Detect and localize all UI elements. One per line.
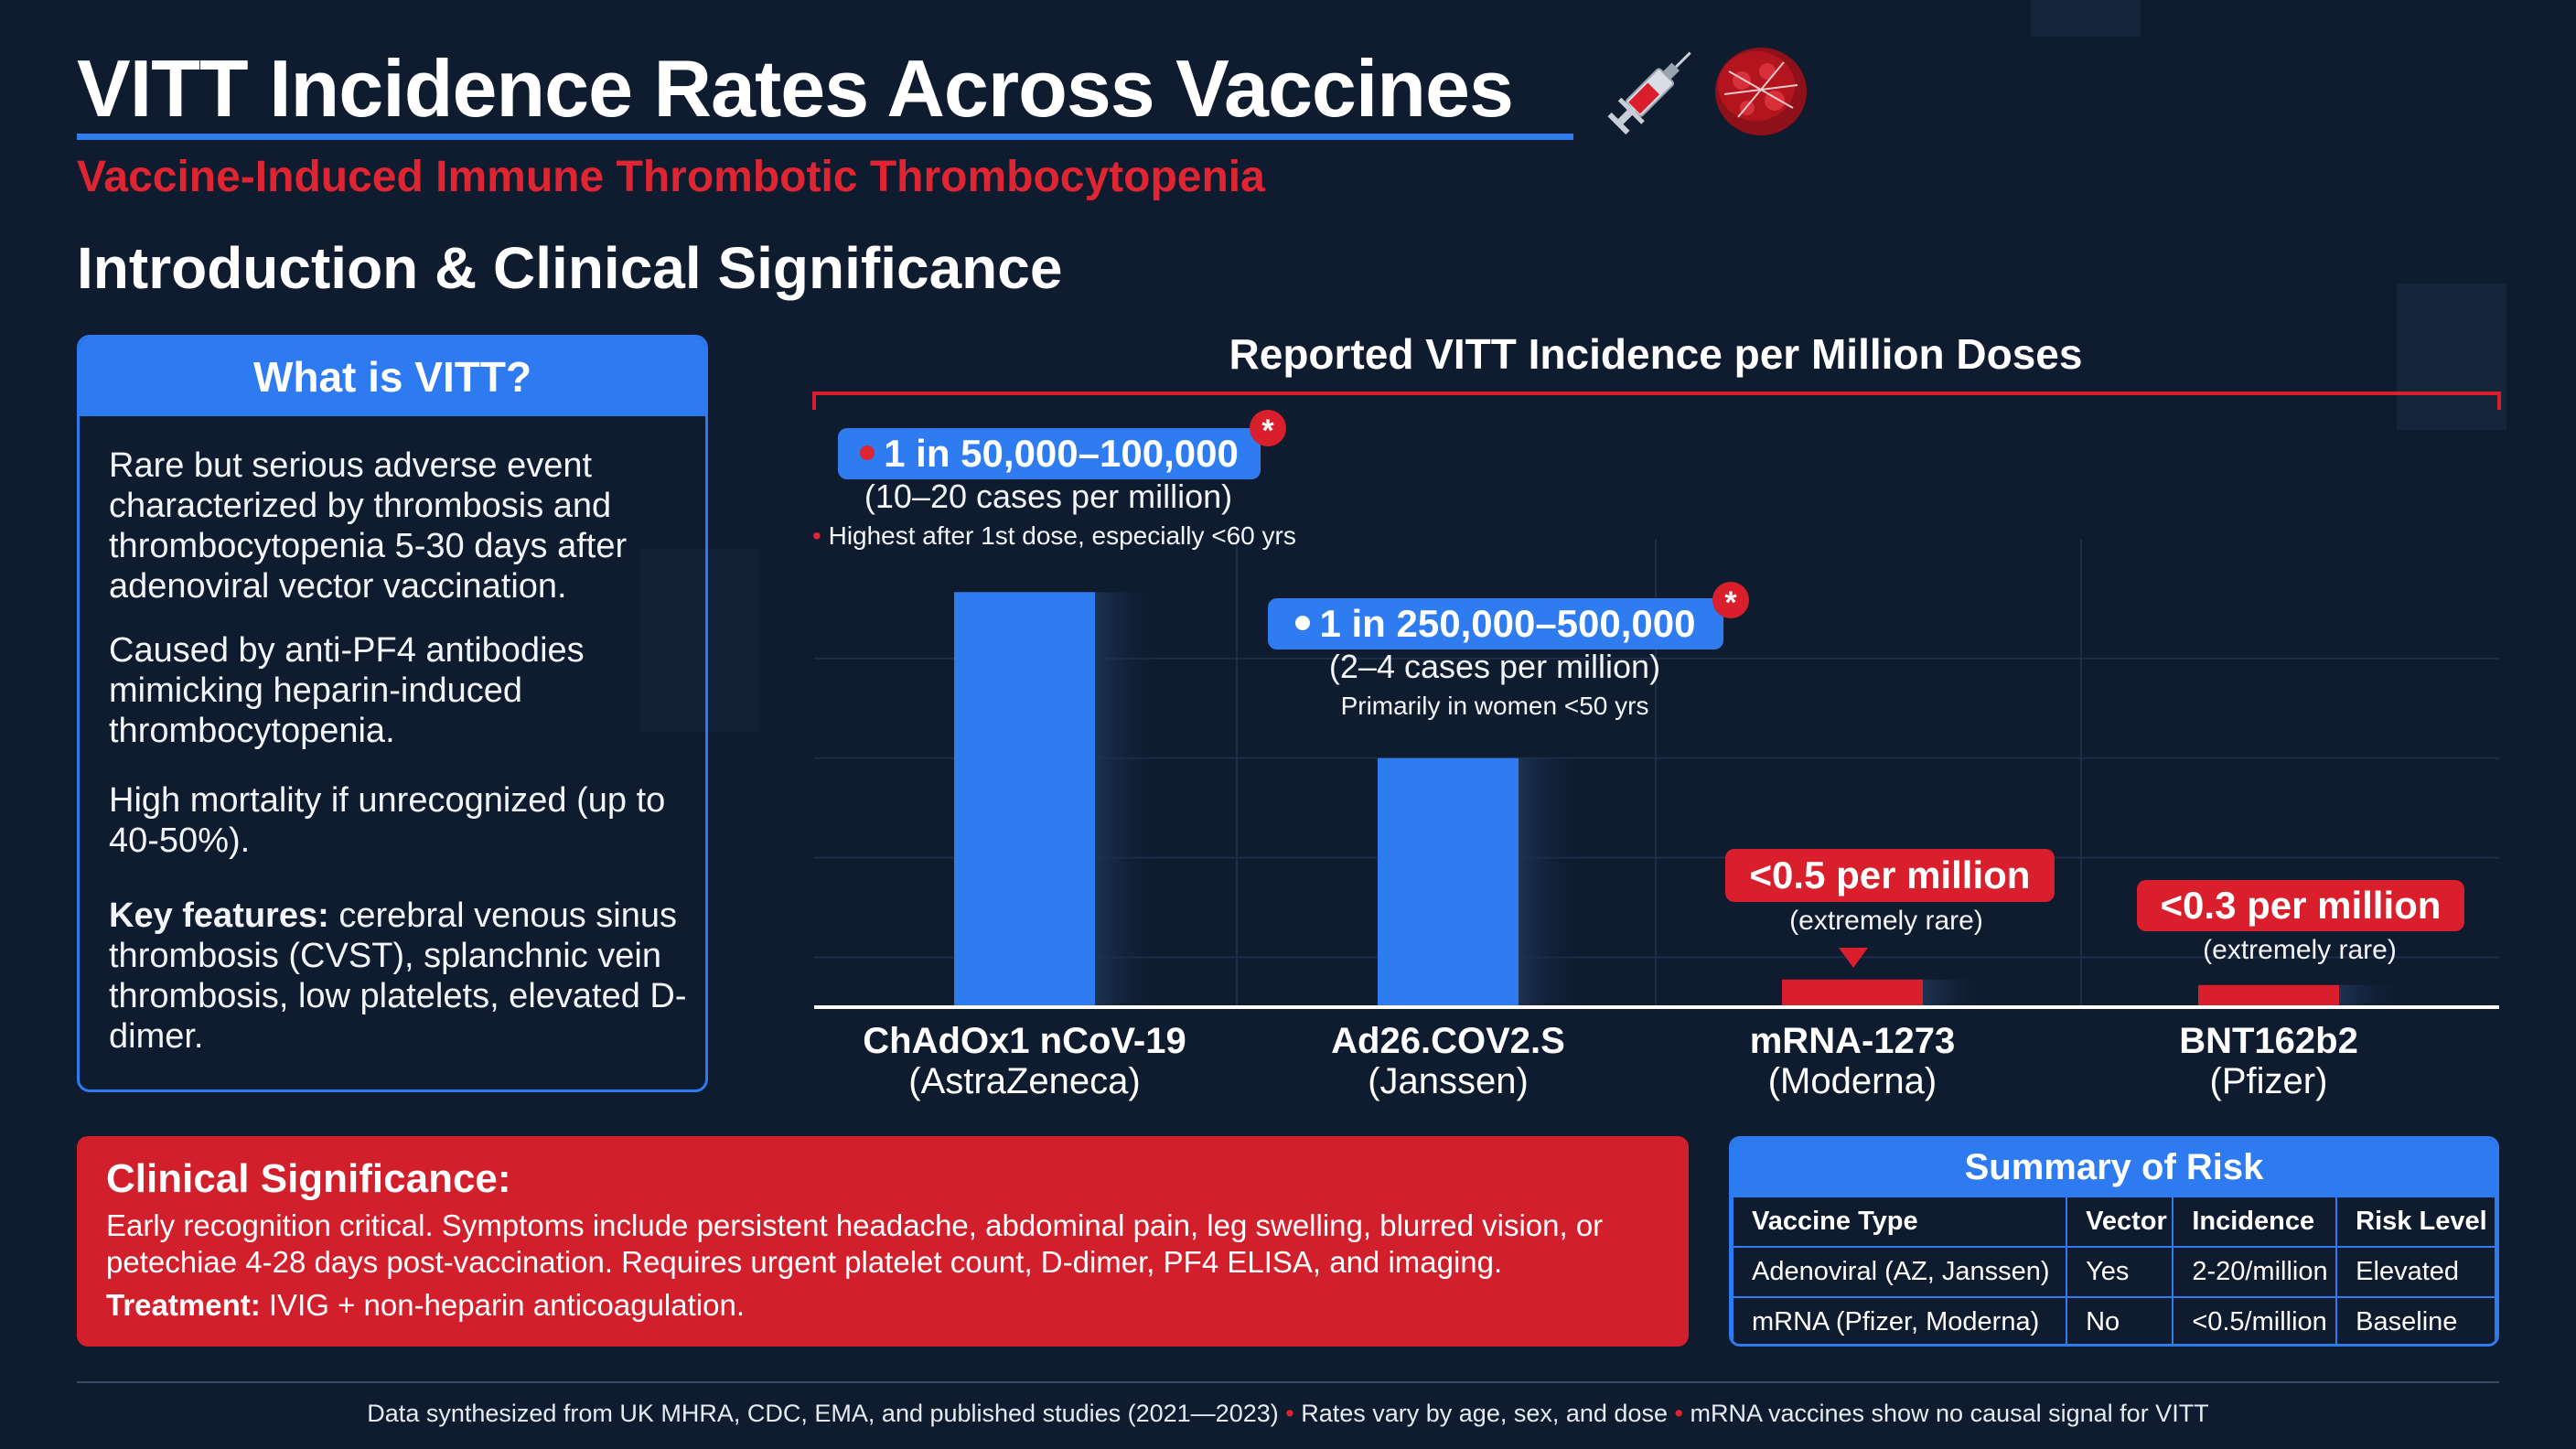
category-label-3: mRNA-1273 (Moderna) (1615, 1021, 2090, 1101)
footer-mrna-note: mRNA vaccines show no causal signal for … (1690, 1400, 2209, 1427)
category-name: Ad26.COV2.S (1331, 1021, 1565, 1061)
bullet-icon: • (1285, 1400, 1294, 1427)
bullet-icon: • (1674, 1400, 1683, 1427)
category-name: mRNA-1273 (1749, 1021, 1956, 1061)
bullet-icon: • (812, 521, 829, 550)
incidence-label-text: <0.5 per million (1749, 853, 2031, 896)
bar-shadow (1519, 757, 1583, 1007)
page-title: VITT Incidence Rates Across Vaccines (77, 43, 1514, 134)
chart-title-bracket (812, 392, 2501, 410)
bar-shadow (1095, 592, 1159, 1007)
incidence-note-text: Highest after 1st dose, especially <60 y… (828, 521, 1296, 550)
bullet-icon (860, 445, 875, 460)
incidence-sublabel: (2–4 cases per million) (1328, 648, 1661, 685)
incidence-label-text: 1 in 250,000–500,000 (1319, 602, 1696, 645)
category-name: ChAdOx1 nCoV-19 (863, 1021, 1186, 1061)
incidence-sublabel: (extremely rare) (1789, 906, 1983, 936)
column-header: Vaccine Type (1732, 1196, 2068, 1248)
summary-of-risk-panel: Summary of Risk Vaccine Type Vector Inci… (1729, 1136, 2499, 1347)
incidence-label-1: 1 in 50,000–100,000 (838, 428, 1261, 479)
title-underline (77, 134, 1573, 140)
incidence-label-text: <0.3 per million (2160, 884, 2442, 927)
treatment-label: Treatment: (106, 1288, 261, 1322)
asterisk-badge: * (1250, 410, 1286, 448)
incidence-note: Primarily in women <50 yrs (1340, 692, 1649, 720)
column-header: Vector (2066, 1196, 2174, 1248)
incidence-bar-chart (812, 392, 2501, 1009)
what-is-vitt-heading: What is VITT? (80, 338, 705, 416)
bar-2 (1378, 757, 1519, 1007)
treatment-text: Treatment: IVIG + non-heparin anticoagul… (106, 1288, 745, 1323)
bg-decoration (2031, 0, 2141, 37)
bar-shadow (2339, 984, 2403, 1007)
incidence-label-text: 1 in 50,000–100,000 (884, 432, 1239, 475)
vitt-mortality-text: High mortality if unrecognized (up to 40… (109, 781, 666, 860)
category-label-1: ChAdOx1 nCoV-19 (AstraZeneca) (787, 1021, 1262, 1101)
footer-rates-note: Rates vary by age, sex, and dose (1301, 1400, 1668, 1427)
table-cell: Baseline (2335, 1296, 2496, 1344)
clinical-significance-title: Clinical Significance: (106, 1156, 511, 1201)
bar-3 (1782, 979, 1923, 1007)
what-is-vitt-panel: What is VITT? Rare but serious adverse e… (77, 335, 708, 1092)
summary-of-risk-title: Summary of Risk (1732, 1139, 2496, 1196)
table-cell: <0.5/million (2172, 1296, 2338, 1344)
bullet-icon (1295, 615, 1311, 630)
blood-clot-icon (1715, 48, 1807, 135)
syringe-icon (1607, 51, 1691, 135)
incidence-sublabel: (extremely rare) (2203, 935, 2397, 965)
asterisk-badge: * (1712, 582, 1749, 620)
treatment-detail: IVIG + non-heparin anticoagulation. (260, 1288, 745, 1322)
table-cell: Yes (2066, 1246, 2174, 1298)
table-cell: 2-20/million (2172, 1246, 2338, 1298)
chart-title: Reported VITT Incidence per Million Dose… (1229, 330, 2083, 378)
category-label-2: Ad26.COV2.S (Janssen) (1210, 1021, 1686, 1101)
bg-decoration (640, 549, 759, 732)
table-cell: Adenoviral (AZ, Janssen) (1732, 1246, 2068, 1298)
table-row: mRNA (Pfizer, Moderna) No <0.5/million B… (1732, 1296, 2496, 1344)
bg-decoration (2397, 284, 2506, 430)
vitt-definition-text: Rare but serious adverse event character… (109, 446, 628, 606)
incidence-sublabel: (10–20 cases per million) (864, 478, 1233, 515)
category-name: BNT162b2 (2179, 1021, 2358, 1061)
clinical-significance-panel: Clinical Significance: Early recognition… (77, 1136, 1689, 1347)
footer-sources: Data synthesized from UK MHRA, CDC, EMA,… (367, 1400, 1279, 1427)
vitt-cause-text: Caused by anti-PF4 antibodies mimicking … (109, 631, 585, 750)
key-features-label: Key features: (109, 896, 329, 935)
incidence-note: • Highest after 1st dose, especially <60… (812, 521, 1296, 551)
column-header: Risk Level (2335, 1196, 2496, 1248)
incidence-label-3: <0.5 per million (1725, 849, 2055, 902)
summary-table: Vaccine Type Vector Incidence Risk Level… (1732, 1196, 2496, 1344)
key-features-body: cerebral venous sinus thrombosis (CVST),… (109, 896, 687, 1056)
table-cell: Elevated (2335, 1246, 2496, 1298)
section-heading: Introduction & Clinical Significance (77, 235, 1063, 301)
column-header: Incidence (2172, 1196, 2338, 1248)
footer-note: Data synthesized from UK MHRA, CDC, EMA,… (77, 1400, 2499, 1428)
table-cell: mRNA (Pfizer, Moderna) (1732, 1296, 2068, 1344)
category-maker: (Moderna) (1767, 1061, 1937, 1101)
incidence-label-2: 1 in 250,000–500,000 (1268, 598, 1723, 649)
table-header-row: Vaccine Type Vector Incidence Risk Level (1732, 1196, 2496, 1248)
bar-shadow (1923, 979, 1987, 1007)
category-maker: (AstraZeneca) (908, 1061, 1141, 1101)
table-cell: No (2066, 1296, 2174, 1344)
vitt-key-features-text: Key features: cerebral venous sinus thro… (109, 896, 694, 1057)
category-maker: (Janssen) (1368, 1061, 1529, 1101)
category-maker: (Pfizer) (2209, 1061, 2328, 1101)
footer-divider (77, 1381, 2499, 1383)
table-row: Adenoviral (AZ, Janssen) Yes 2-20/millio… (1732, 1246, 2496, 1298)
clinical-significance-body: Early recognition critical. Symptoms inc… (106, 1208, 1604, 1279)
page-subtitle: Vaccine-Induced Immune Thrombotic Thromb… (77, 153, 1265, 201)
pointer-triangle (1839, 948, 1868, 968)
bar-1 (954, 592, 1095, 1007)
bar-4 (2198, 984, 2339, 1007)
incidence-label-4: <0.3 per million (2137, 880, 2464, 931)
category-label-4: BNT162b2 (Pfizer) (2031, 1021, 2506, 1101)
